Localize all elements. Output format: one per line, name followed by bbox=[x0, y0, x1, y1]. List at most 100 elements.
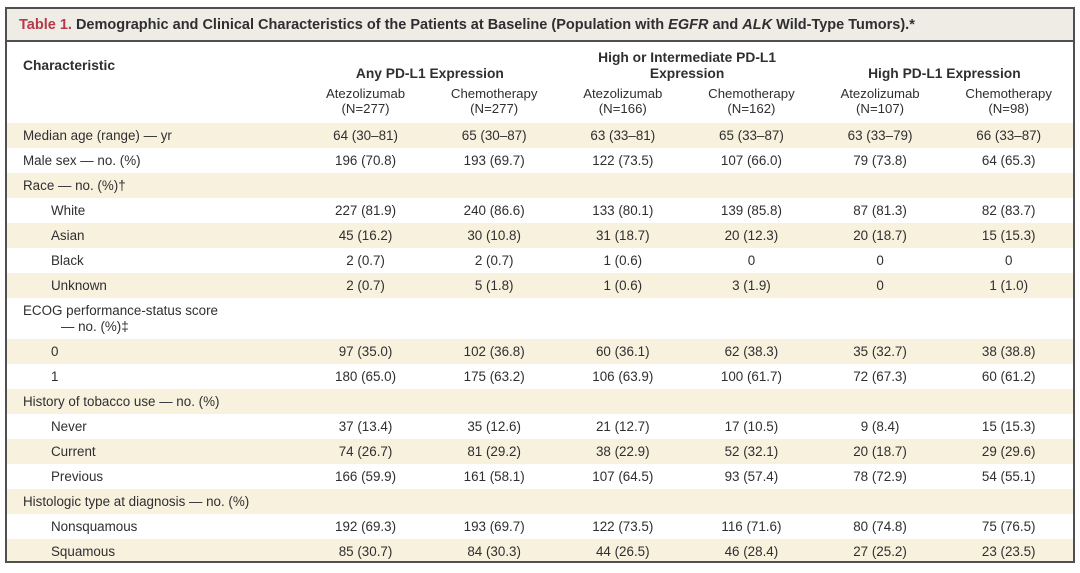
cell-value: 2 (0.7) bbox=[346, 252, 385, 268]
row-label-line1: Squamous bbox=[51, 543, 116, 559]
cell-value: 85 (30.7) bbox=[338, 543, 393, 559]
row-label: Male sex — no. (%) bbox=[7, 148, 301, 173]
cell-value: 35 (32.7) bbox=[853, 343, 907, 359]
column-header-chemotherapy-high: Chemotherapy (N=98) bbox=[944, 83, 1073, 123]
table-row: Histologic type at diagnosis — no. (%) bbox=[7, 489, 1073, 514]
cell-value: 27 (25.2) bbox=[853, 543, 907, 559]
cell-value: 97 (35.0) bbox=[338, 343, 393, 359]
table-row: Median age (range) — yr 64 (30–81) 65 (3… bbox=[7, 123, 1073, 148]
cell-value bbox=[944, 173, 1073, 198]
group-header-high-pdl1: High PD-L1 Expression bbox=[868, 66, 1021, 81]
cell-value: 0 bbox=[876, 252, 884, 268]
cell-value: 107 (66.0) bbox=[720, 152, 782, 168]
row-label-line1: ECOG performance-status score bbox=[23, 302, 218, 318]
row-label: Previous bbox=[7, 464, 301, 489]
cell-value: 192 (69.3) bbox=[335, 518, 397, 534]
column-n-count: (N=166) bbox=[598, 101, 647, 116]
row-label: Black bbox=[7, 248, 301, 273]
cell-value: 93 (57.4) bbox=[724, 468, 779, 484]
cell-value bbox=[430, 389, 559, 414]
row-label: 1 bbox=[7, 364, 301, 389]
row-label: Nonsquamous bbox=[7, 514, 301, 539]
column-header-atezolizumab-high-intermediate: Atezolizumab (N=166) bbox=[558, 83, 687, 123]
cell-value bbox=[558, 389, 687, 414]
cell-value: 2 (0.7) bbox=[474, 252, 514, 268]
table-row: 1 180 (65.0) 175 (63.2) 106 (63.9) 100 (… bbox=[7, 364, 1073, 389]
cell-value: 23 (23.5) bbox=[981, 543, 1036, 559]
group-header-row: Characteristic Any PD-L1 Expression High… bbox=[7, 42, 1073, 83]
cell-value bbox=[944, 389, 1073, 414]
cell-value: 45 (16.2) bbox=[338, 227, 393, 243]
cell-value: 31 (18.7) bbox=[595, 227, 650, 243]
group-header-any-pdl1: Any PD-L1 Expression bbox=[355, 66, 504, 81]
cell-value: 65 (30–87) bbox=[461, 127, 527, 143]
cell-value: 161 (58.1) bbox=[463, 468, 525, 484]
cell-value bbox=[687, 489, 816, 514]
row-label-line1: Previous bbox=[51, 468, 104, 484]
column-header-chemotherapy-high-intermediate: Chemotherapy (N=162) bbox=[687, 83, 816, 123]
cell-value bbox=[430, 298, 559, 339]
cell-value: 80 (74.8) bbox=[853, 518, 907, 534]
row-label: White bbox=[7, 198, 301, 223]
cell-value bbox=[301, 489, 430, 514]
row-label: Median age (range) — yr bbox=[7, 123, 301, 148]
table-row: Race — no. (%)† bbox=[7, 173, 1073, 198]
row-label: Squamous bbox=[7, 539, 301, 561]
cell-value bbox=[301, 173, 430, 198]
cell-value bbox=[558, 298, 687, 339]
cell-value: 166 (59.9) bbox=[335, 468, 397, 484]
row-label: Current bbox=[7, 439, 301, 464]
cell-value bbox=[944, 489, 1073, 514]
cell-value: 20 (18.7) bbox=[853, 227, 907, 243]
cell-value: 133 (80.1) bbox=[592, 202, 654, 218]
row-label-line1: Never bbox=[51, 418, 87, 434]
cell-value: 1 (0.6) bbox=[603, 252, 643, 268]
subheader-row: Atezolizumab (N=277) Chemotherapy (N=277… bbox=[7, 83, 1073, 123]
cell-value bbox=[558, 173, 687, 198]
cell-value bbox=[816, 489, 945, 514]
row-label-line1: 1 bbox=[51, 368, 59, 384]
cell-value: 46 (28.4) bbox=[724, 543, 779, 559]
column-n-count: (N=107) bbox=[856, 101, 905, 116]
cell-value bbox=[558, 489, 687, 514]
table-title-conjunction: and bbox=[712, 17, 739, 33]
cell-value: 63 (33–79) bbox=[847, 127, 913, 143]
row-label-line1: Asian bbox=[51, 227, 85, 243]
table-title: Table 1. Demographic and Clinical Charac… bbox=[7, 9, 1073, 42]
table-title-segment2: Wild-Type Tumors).* bbox=[776, 17, 915, 33]
cell-value bbox=[687, 173, 816, 198]
row-label: 0 bbox=[7, 339, 301, 364]
cell-value: 44 (26.5) bbox=[595, 543, 650, 559]
cell-value bbox=[687, 389, 816, 414]
cell-value: 60 (61.2) bbox=[981, 368, 1036, 384]
row-label-line1: Histologic type at diagnosis — no. (%) bbox=[23, 493, 250, 509]
cell-value: 193 (69.7) bbox=[463, 518, 525, 534]
cell-value: 64 (65.3) bbox=[981, 152, 1036, 168]
cell-value: 72 (67.3) bbox=[853, 368, 907, 384]
cell-value bbox=[944, 298, 1073, 339]
table-title-segment1: Demographic and Clinical Characteristics… bbox=[75, 17, 665, 33]
cell-value: 63 (33–81) bbox=[590, 127, 656, 143]
column-header-atezolizumab-high: Atezolizumab (N=107) bbox=[816, 83, 945, 123]
cell-value: 0 bbox=[747, 252, 756, 268]
cell-value bbox=[816, 173, 945, 198]
column-n-count: (N=162) bbox=[727, 101, 776, 116]
row-label: Never bbox=[7, 414, 301, 439]
cell-value: 100 (61.7) bbox=[720, 368, 782, 384]
column-header-chemotherapy-any: Chemotherapy (N=277) bbox=[430, 83, 559, 123]
cell-value: 9 (8.4) bbox=[860, 418, 900, 434]
table-title-gene-alk: ALK bbox=[742, 17, 773, 33]
cell-value: 84 (30.3) bbox=[467, 543, 521, 559]
column-n-count: (N=98) bbox=[988, 101, 1030, 116]
table-title-gene-egfr: EGFR bbox=[668, 17, 709, 33]
row-label-line1: Black bbox=[51, 252, 84, 268]
row-label-line1: Median age (range) — yr bbox=[23, 127, 172, 143]
cell-value: 3 (1.9) bbox=[732, 277, 771, 293]
cell-value: 37 (13.4) bbox=[338, 418, 393, 434]
cell-value: 79 (73.8) bbox=[853, 152, 907, 168]
cell-value bbox=[430, 173, 559, 198]
row-label-line1: History of tobacco use — no. (%) bbox=[23, 393, 220, 409]
group-header-high-intermediate-pdl1: High or Intermediate PD-L1 Expression bbox=[598, 50, 777, 81]
cell-value: 52 (32.1) bbox=[724, 443, 779, 459]
